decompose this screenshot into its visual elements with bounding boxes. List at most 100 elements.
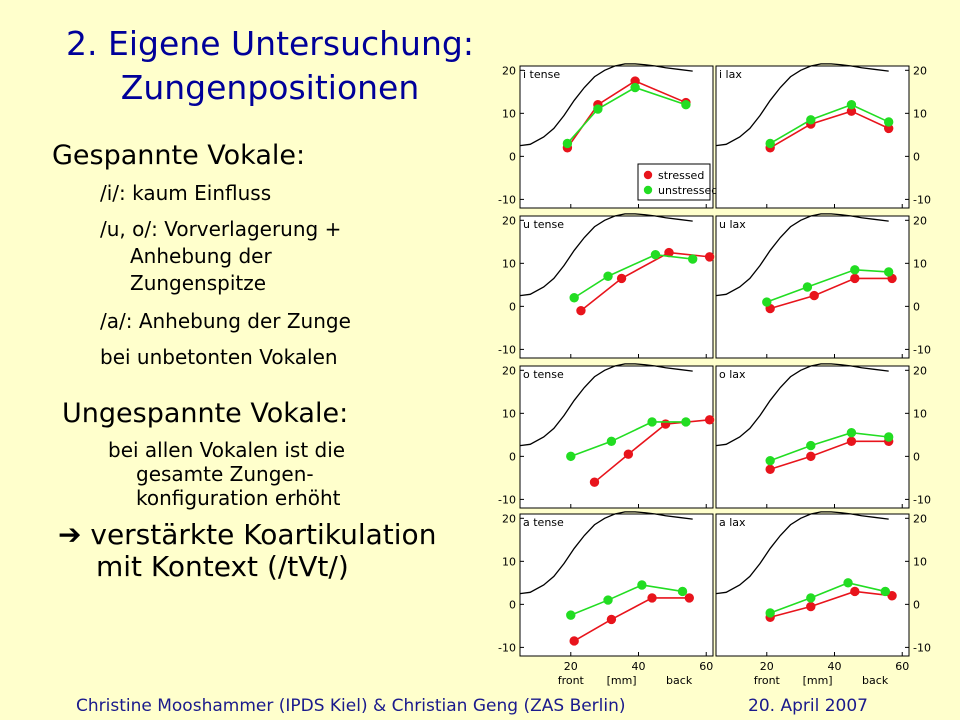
x-axis-label-left: front [mm] back xyxy=(558,674,693,687)
tongue-position-figure: -10 0 10 20 i tense stressed unstressed -10 0 10 2… xyxy=(498,63,931,687)
palate-contour xyxy=(715,213,889,297)
x-tick-label: 20 xyxy=(564,660,578,673)
legend-marker-stressed xyxy=(643,170,653,180)
data-point-stressed xyxy=(576,305,586,316)
panel-frame xyxy=(715,365,910,509)
x-label-back: back xyxy=(666,674,693,687)
y-tick-label: -10 xyxy=(913,493,931,506)
series-line-unstressed xyxy=(570,421,686,458)
panel-label: o lax xyxy=(719,368,746,381)
data-point-unstressed xyxy=(681,417,691,427)
series-line-stressed xyxy=(769,110,890,149)
x-label-front: front xyxy=(754,674,781,687)
data-point-unstressed xyxy=(569,293,579,303)
y-tick-label: 0 xyxy=(509,450,516,463)
data-point-unstressed xyxy=(677,586,688,597)
data-point-stressed xyxy=(765,464,775,474)
data-point-unstressed xyxy=(883,432,894,442)
series-line-unstressed xyxy=(573,253,693,299)
panel-label: i tense xyxy=(523,68,560,81)
y-tick-label: 10 xyxy=(913,407,927,420)
data-point-stressed xyxy=(569,636,579,646)
data-point-stressed xyxy=(846,436,857,447)
data-point-stressed xyxy=(623,449,634,459)
data-point-unstressed xyxy=(762,297,772,307)
panel-u-lax: -10 0 10 20 u lax xyxy=(715,213,931,359)
panel-i-lax: -10 0 10 20 i lax xyxy=(715,63,931,209)
y-tick-label: -10 xyxy=(498,641,516,654)
panel-a-tense: -10 0 10 20 20 40 60 a tense xyxy=(498,511,714,673)
data-point-unstressed xyxy=(765,455,775,466)
data-point-unstressed xyxy=(637,580,647,590)
footer-date: 20. April 2007 xyxy=(748,696,868,716)
tense-heading: Gespannte Vokale: xyxy=(52,140,306,171)
panel-frame xyxy=(715,215,910,359)
y-tick-label: 10 xyxy=(913,555,927,568)
data-point-stressed xyxy=(704,415,715,425)
data-point-stressed xyxy=(616,273,627,284)
tense-item-i: /i/: kaum Einfluss xyxy=(100,181,272,205)
y-tick-label: 0 xyxy=(913,150,920,163)
slide-title-line2: Zungenpositionen xyxy=(120,68,420,107)
data-point-unstressed xyxy=(606,436,617,447)
x-tick-label: 60 xyxy=(699,660,713,673)
conclusion-line1: ➔ verstärkte Koartikulation xyxy=(58,520,436,550)
data-point-unstressed xyxy=(630,82,640,93)
y-tick-label: 20 xyxy=(502,364,516,377)
palate-contour xyxy=(715,511,889,595)
panel-u-tense: -10 0 10 20 u tense xyxy=(498,213,715,359)
lax-item-2: gesamte Zungen- xyxy=(136,462,314,486)
legend-box xyxy=(637,163,711,201)
data-point-unstressed xyxy=(650,250,661,260)
footer-authors: Christine Mooshammer (IPDS Kiel) & Chris… xyxy=(76,696,626,716)
x-label-back: back xyxy=(862,674,889,687)
data-point-stressed xyxy=(606,614,617,625)
data-point-unstressed xyxy=(802,282,813,292)
x-tick-label: 40 xyxy=(828,660,842,673)
y-tick-label: 10 xyxy=(913,257,927,270)
data-point-stressed xyxy=(647,593,657,603)
x-tick-label: 60 xyxy=(895,660,909,673)
legend: stressed unstressed xyxy=(637,163,718,201)
x-label-front: front xyxy=(558,674,585,687)
data-point-unstressed xyxy=(850,265,860,275)
legend-label-stressed: stressed xyxy=(658,169,704,182)
y-tick-label: 0 xyxy=(509,598,516,611)
y-tick-label: -10 xyxy=(913,193,931,206)
y-tick-label: 0 xyxy=(509,300,516,313)
panel-o-tense: -10 0 10 20 o tense xyxy=(498,363,715,509)
legend-label-unstressed: unstressed xyxy=(658,184,718,197)
palate-contour xyxy=(715,363,889,447)
y-tick-label: 20 xyxy=(502,64,516,77)
y-tick-label: 20 xyxy=(913,64,927,77)
conclusion-text-1: verstärkte Koartikulation xyxy=(90,518,437,551)
data-point-unstressed xyxy=(603,595,613,605)
y-tick-label: 0 xyxy=(509,150,516,163)
conclusion-line2: mit Kontext (/tVt/) xyxy=(96,550,349,583)
panel-frame xyxy=(715,65,910,209)
series-line-unstressed xyxy=(570,584,683,616)
data-point-stressed xyxy=(806,451,816,462)
data-point-unstressed xyxy=(593,104,603,114)
data-point-unstressed xyxy=(566,451,576,462)
lax-heading: Ungespannte Vokale: xyxy=(62,398,349,429)
panel-label: u tense xyxy=(523,218,564,231)
panel-label: o tense xyxy=(523,368,564,381)
y-tick-label: 20 xyxy=(913,214,927,227)
right-arrow-icon: ➔ xyxy=(58,518,82,551)
series-line-unstressed xyxy=(769,582,886,614)
legend-marker-unstressed xyxy=(643,185,653,195)
palate-contour xyxy=(519,63,693,147)
data-point-stressed xyxy=(589,477,600,487)
panel-frame xyxy=(715,513,910,657)
x-label-unit: [mm] xyxy=(607,674,637,687)
data-point-unstressed xyxy=(880,586,890,597)
series-line-unstressed xyxy=(766,268,889,303)
series-line-stressed xyxy=(573,597,690,642)
data-point-unstressed xyxy=(765,608,775,618)
series-line-unstressed xyxy=(769,103,890,145)
data-point-stressed xyxy=(684,593,694,603)
y-tick-label: 20 xyxy=(913,364,927,377)
data-point-unstressed xyxy=(603,271,613,281)
x-label-unit: [mm] xyxy=(803,674,833,687)
